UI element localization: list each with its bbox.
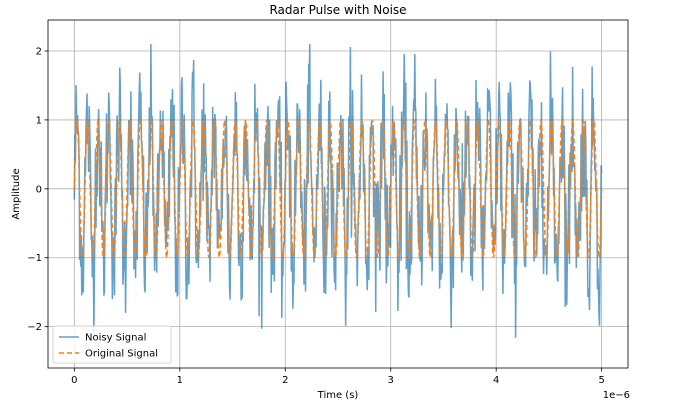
x-tick-label: 3 xyxy=(388,375,394,386)
chart-title: Radar Pulse with Noise xyxy=(269,3,406,17)
legend-entry-noisy: Noisy Signal xyxy=(85,333,146,344)
y-axis-label: Amplitude xyxy=(11,168,22,219)
legend-entry-original: Original Signal xyxy=(85,349,158,360)
x-tick-label: 5 xyxy=(598,375,604,386)
series-layer xyxy=(73,44,603,338)
x-tick-label: 0 xyxy=(71,375,77,386)
x-tick-label: 1 xyxy=(177,375,183,386)
plot-frame xyxy=(47,19,629,369)
y-tick-label: −1 xyxy=(27,253,42,264)
x-tick-label: 2 xyxy=(282,375,288,386)
x-axis-offset-label: 1e−6 xyxy=(603,390,630,401)
series-line-original xyxy=(73,117,603,261)
y-tick-label: 0 xyxy=(36,184,42,195)
y-tick-label: 2 xyxy=(36,47,42,58)
legend: Noisy Signal Original Signal xyxy=(52,325,172,364)
x-axis-label: Time (s) xyxy=(317,390,359,401)
y-axis-ticks: −2 −1 0 1 2 xyxy=(27,47,48,333)
y-tick-label: 1 xyxy=(36,115,42,126)
x-axis-ticks: 0 1 2 3 4 5 xyxy=(71,368,605,386)
y-tick-label: −2 xyxy=(27,322,42,333)
x-tick-label: 4 xyxy=(493,375,499,386)
legend-box xyxy=(52,325,172,364)
